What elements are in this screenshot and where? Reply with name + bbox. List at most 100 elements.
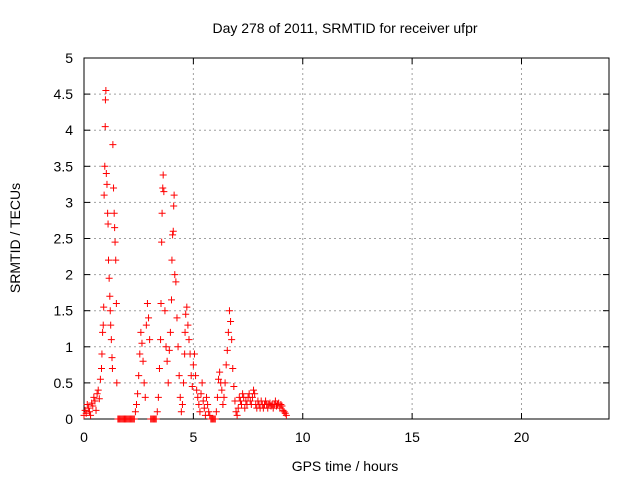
data-point — [106, 292, 114, 300]
data-point — [112, 256, 120, 264]
data-point — [134, 390, 142, 398]
data-point — [159, 184, 167, 192]
data-point — [113, 379, 121, 387]
data-point — [181, 328, 189, 336]
data-point — [205, 408, 213, 416]
data-point — [184, 321, 192, 329]
data-point — [168, 296, 175, 304]
data-point — [175, 372, 183, 380]
data-point — [160, 188, 168, 196]
data-point — [234, 404, 242, 412]
data-point — [138, 339, 146, 347]
data-point — [185, 336, 193, 344]
data-point — [228, 336, 236, 344]
data-point — [215, 375, 223, 383]
data-point — [206, 411, 214, 419]
y-tick-label: 0 — [65, 411, 73, 427]
data-point — [131, 408, 139, 416]
data-point — [98, 364, 105, 372]
data-point — [157, 299, 165, 307]
chart-title: Day 278 of 2011, SRMTID for receiver ufp… — [212, 20, 477, 36]
data-point — [168, 256, 176, 264]
data-point — [193, 386, 201, 394]
data-point — [282, 411, 290, 419]
data-point — [163, 357, 171, 365]
data-point — [107, 321, 115, 329]
data-point — [220, 393, 228, 401]
data-point — [223, 346, 231, 354]
data-point — [233, 411, 241, 419]
data-point — [230, 383, 238, 391]
data-point — [154, 393, 162, 401]
data-point — [101, 96, 109, 104]
data-point — [248, 393, 256, 401]
data-point — [139, 357, 147, 365]
data-point — [89, 402, 97, 410]
data-point — [159, 171, 167, 179]
data-point — [84, 404, 92, 412]
data-point — [155, 364, 163, 372]
y-axis-label: SRMTID / TECUs — [7, 183, 23, 293]
data-point — [171, 271, 179, 279]
data-point — [216, 368, 224, 376]
data-point — [100, 303, 108, 311]
data-point — [280, 408, 288, 416]
data-point — [87, 411, 95, 419]
y-tick-label: 5 — [65, 50, 73, 66]
data-point — [232, 408, 240, 416]
data-point — [95, 395, 103, 403]
data-point — [99, 328, 107, 336]
data-point — [100, 191, 108, 199]
data-point — [189, 361, 197, 369]
data-point — [190, 350, 198, 358]
data-point — [104, 220, 112, 228]
x-tick-label: 5 — [189, 429, 197, 445]
y-tick-label: 4.5 — [54, 86, 74, 102]
data-point — [106, 307, 114, 315]
data-point — [83, 401, 91, 409]
data-point — [213, 393, 221, 401]
data-point — [166, 328, 174, 336]
y-tick-label: 1 — [65, 339, 73, 355]
data-point — [136, 350, 144, 358]
data-point — [105, 274, 113, 282]
x-axis-label: GPS time / hours — [292, 458, 399, 474]
y-tick-label: 1.5 — [54, 303, 74, 319]
data-point — [169, 231, 177, 239]
data-point — [197, 390, 205, 398]
data-point — [133, 401, 140, 409]
data-point — [112, 299, 120, 307]
y-tick-label: 2 — [65, 267, 73, 283]
data-point — [158, 238, 166, 246]
data-point — [212, 408, 220, 416]
data-point — [108, 354, 116, 362]
data-point — [173, 314, 181, 322]
data-point — [192, 372, 200, 380]
data-point — [170, 191, 178, 199]
data-point — [196, 408, 204, 416]
data-point — [146, 336, 154, 344]
data-point — [102, 86, 110, 94]
data-point — [143, 299, 151, 307]
data-point — [262, 397, 270, 405]
y-tick-label: 3 — [65, 194, 73, 210]
y-tick-label: 3.5 — [54, 158, 74, 174]
data-point — [130, 415, 138, 423]
data-point — [99, 321, 107, 329]
data-point — [82, 409, 90, 417]
data-point — [183, 303, 191, 311]
data-point — [165, 346, 173, 354]
data-point — [204, 401, 212, 409]
data-point — [141, 393, 149, 401]
data-point — [140, 379, 148, 387]
data-point — [110, 184, 118, 192]
data-point — [227, 318, 235, 326]
data-point — [135, 372, 143, 380]
data-point — [164, 379, 172, 387]
data-point — [145, 314, 153, 322]
data-point — [91, 397, 99, 405]
data-point — [102, 170, 110, 178]
data-point — [170, 202, 178, 210]
data-point — [172, 278, 180, 286]
